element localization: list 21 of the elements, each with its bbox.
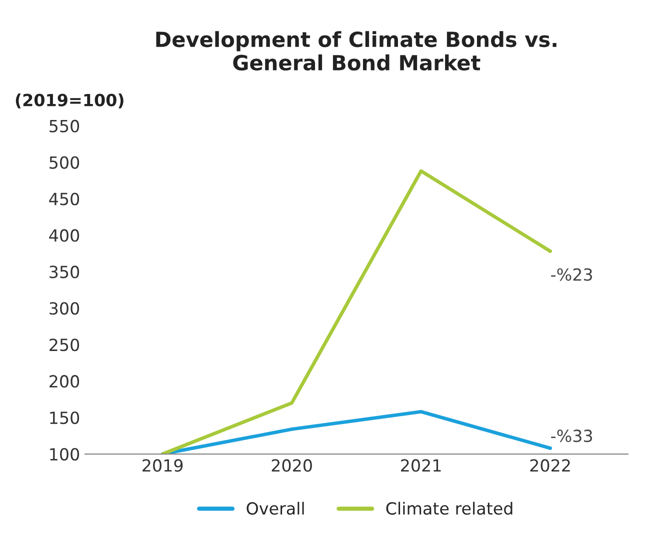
y-tick-label: 500	[50, 156, 80, 169]
y-tick-label: 450	[49, 192, 80, 206]
chart-title: Development of Climate Bonds vs. General Bond Market	[156, 31, 556, 71]
annotation: -%33	[551, 430, 592, 442]
y-tick-label: 400	[49, 229, 80, 242]
y-tick-label: 250	[50, 338, 80, 352]
annotation: -%23	[551, 268, 592, 281]
legend-label: Climate related	[386, 502, 512, 515]
x-tick-label: 2022	[530, 459, 570, 472]
x-tick-label: 2019	[142, 459, 183, 472]
y-tick-label: 200	[50, 375, 80, 388]
y-tick-label: 300	[50, 302, 80, 315]
x-tick-label: 2021	[401, 459, 441, 472]
y-tick-label: 150	[50, 412, 80, 424]
x-tick-label: 2020	[272, 459, 312, 472]
y-tick-label: 550	[50, 120, 80, 132]
y-tick-label: 350	[50, 266, 80, 278]
y-tick-label: 100	[50, 448, 80, 461]
line-series	[160, 169, 552, 454]
y-axis-title: (2019=100)	[16, 93, 124, 108]
legend-label: Overall	[246, 502, 304, 515]
